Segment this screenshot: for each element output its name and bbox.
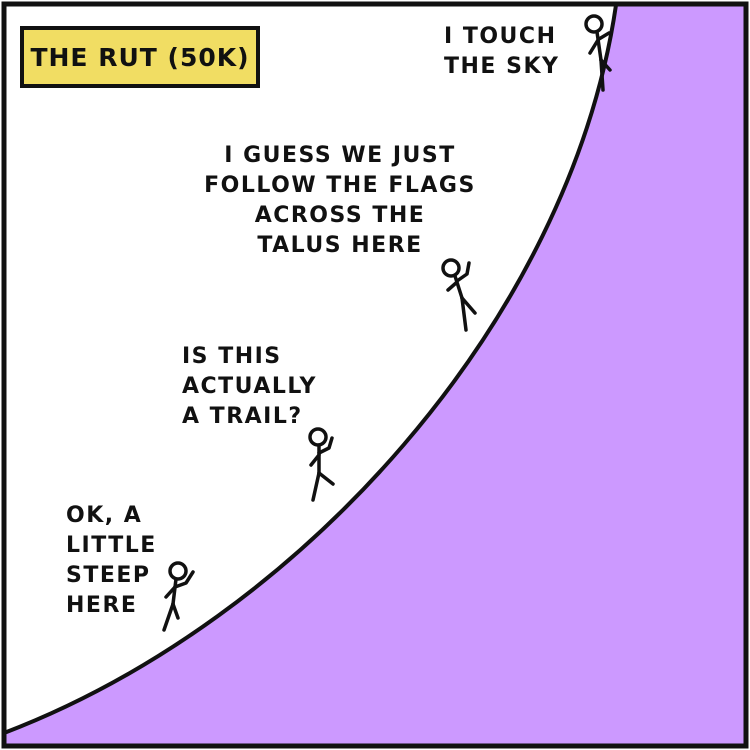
title-label: THE RUT (50K) <box>20 26 260 88</box>
title-box-fill <box>20 26 260 88</box>
hiker-figure-talus <box>441 258 477 332</box>
caption-line: HERE <box>66 593 138 618</box>
caption-follow-the-flags: I GUESS WE JUST FOLLOW THE FLAGS ACROSS … <box>190 141 490 261</box>
caption-line: STEEP <box>66 563 151 588</box>
caption-is-this-a-trail: IS THIS ACTUALLY A TRAIL? <box>182 342 317 432</box>
caption-line: I GUESS WE JUST <box>224 143 456 168</box>
mountain-slope <box>4 5 745 745</box>
caption-little-steep: OK, A LITTLE STEEP HERE <box>66 501 157 621</box>
caption-line: IS THIS <box>182 344 282 369</box>
hiker-figure-summit <box>584 14 612 92</box>
caption-line: A TRAIL? <box>182 404 303 429</box>
caption-line: OK, A <box>66 503 143 528</box>
caption-line: TALUS HERE <box>257 233 423 258</box>
caption-line: THE SKY <box>444 54 560 79</box>
caption-line: FOLLOW THE FLAGS <box>204 173 476 198</box>
hiker-figure-steep <box>162 561 195 632</box>
caption-line: ACTUALLY <box>182 374 317 399</box>
caption-line: I TOUCH <box>444 24 557 49</box>
caption-line: LITTLE <box>66 533 157 558</box>
hiker-figure-trail <box>308 427 335 502</box>
caption-line: ACROSS THE <box>254 203 426 228</box>
caption-touch-the-sky: I TOUCH THE SKY <box>444 22 559 82</box>
mountain-ridge-line <box>2 3 618 735</box>
